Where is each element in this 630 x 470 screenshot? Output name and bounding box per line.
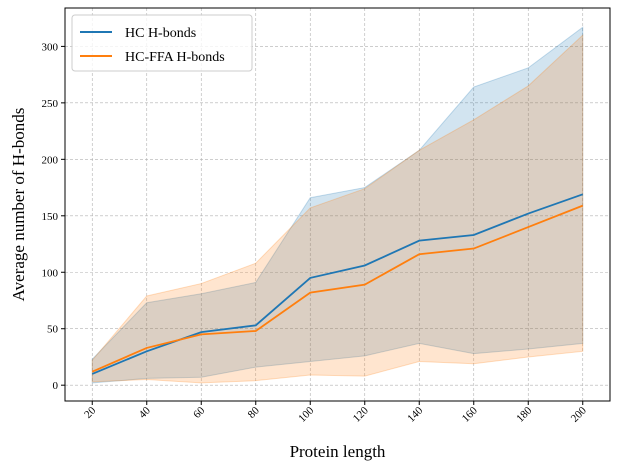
x-tick-label: 100 xyxy=(296,404,317,425)
line-series-1 xyxy=(91,204,584,373)
legend-label-hc-h-bonds: HC H-bonds xyxy=(125,26,196,41)
legend-label-hc-ffa-h-bonds: HC-FFA H-bonds xyxy=(125,50,225,65)
y-axis-label: Average number of H-bonds xyxy=(9,108,28,302)
x-tick-label: 80 xyxy=(246,404,263,421)
x-tick-label: 140 xyxy=(405,404,426,425)
x-tick-label: 120 xyxy=(351,404,372,425)
series-lines xyxy=(91,193,584,375)
x-tick-label: 180 xyxy=(514,404,535,425)
band-series-1 xyxy=(91,33,584,384)
band-series-0 xyxy=(91,26,584,384)
grid xyxy=(65,8,610,401)
y-tick-label: 50 xyxy=(47,324,59,336)
x-tick-label: 20 xyxy=(82,404,99,421)
plot-area-frame xyxy=(64,7,611,402)
x-axis-label: Protein length xyxy=(290,442,386,461)
x-tick-label: 160 xyxy=(460,404,481,425)
x-tick-label: 200 xyxy=(569,404,590,425)
y-tick-label: 100 xyxy=(42,267,59,279)
y-tick-label: 300 xyxy=(42,41,59,53)
legend: HC H-bonds HC-FFA H-bonds xyxy=(71,14,253,72)
x-tick-label: 40 xyxy=(137,404,154,421)
x-axis: 20 40 60 80 100 120 140 160 180 200 xyxy=(82,401,589,425)
confidence-bands xyxy=(91,26,584,384)
y-axis: 0 50 100 150 200 250 300 xyxy=(42,41,65,392)
y-tick-label: 200 xyxy=(42,154,59,166)
y-tick-label: 250 xyxy=(42,98,59,110)
x-tick-label: 60 xyxy=(191,404,208,421)
legend-box xyxy=(71,14,253,72)
y-tick-label: 150 xyxy=(42,211,59,223)
y-tick-label: 0 xyxy=(53,380,59,392)
